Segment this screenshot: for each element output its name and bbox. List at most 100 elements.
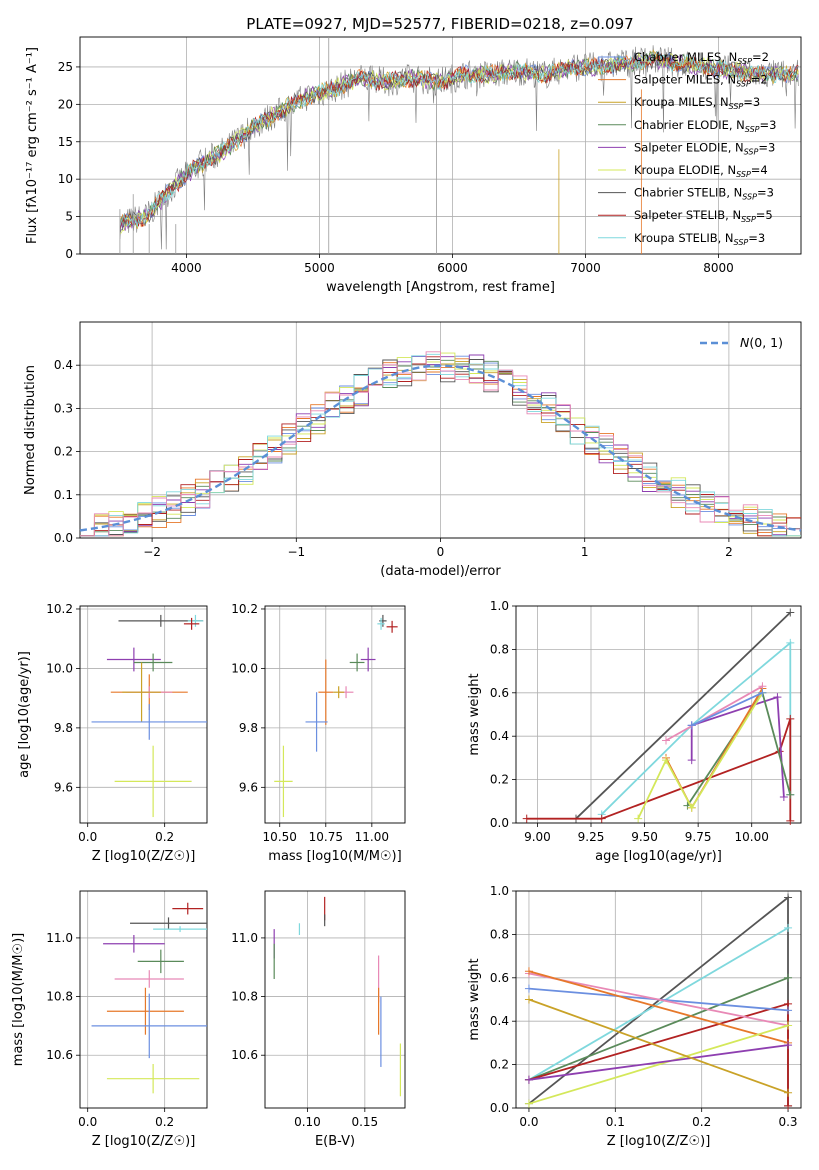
x-tick-label: 0.3 [778,1115,797,1129]
mass-weight-point-marker [784,893,793,902]
y-tick-label: 0.3 [54,401,73,415]
mass-weight-series-line [601,640,792,815]
mass_weight_vs_Z-panel: 0.0 0.1 0.2 0.3 0.0 0.2 0.4 0.6 0.8 1.0 Z [log10(Z… [467,884,802,1149]
y-tick-label: 9.6 [239,780,258,794]
mass-weight-point-marker [784,1006,793,1015]
x-axis-label: E(B-V) [315,1134,355,1149]
legend-label: N(0, 1) [740,335,783,350]
axes-frame [264,605,406,824]
mass-weight-point-marker [522,814,531,823]
mass-weight-series-line [528,998,789,1094]
x-tick-label: 10.50 [263,830,297,844]
legend-label: Kroupa ELODIE, NSSP=4 [634,163,768,179]
mass-weight-series-line [528,1024,789,1105]
y-tick-label: 0.8 [490,927,509,941]
y-tick-label: 0.0 [490,816,509,830]
model-spectrum-line [119,53,799,230]
x-tick-label: 7000 [570,261,601,275]
model-spectrum-line [119,52,799,233]
x-tick-label: 1 [581,545,589,559]
gaussian-curve [79,364,802,532]
axes-frame [79,36,802,255]
y-tick-label: 0.8 [490,642,509,656]
x-axis-label: age [log10(age/yr)] [595,849,722,864]
mass-weight-point-marker [634,814,643,823]
mass-weight-point-marker [784,973,793,982]
mass-weight-point-marker [784,923,793,932]
mass-weight-series-line [690,695,785,798]
x-axis-label: Z [log10(Z/Z☉)] [92,849,196,864]
y-axis-label: mass weight [467,673,482,755]
mass-weight-point-marker [524,1075,533,1084]
x-tick-label: 9.50 [631,830,658,844]
mass_weight_vs_age-panel: 9.00 9.25 9.50 9.75 10.00 0.0 0.2 0.4 0.6 0.8 1.0 a… [467,599,802,864]
mass-weight-point-marker [786,714,795,723]
spectrum-legend: Chabrier MILES, NSSP=2 Salpeter MILES, NS… [598,50,776,247]
mass-weight-series-line [665,685,763,742]
x-tick-label: 0.0 [78,830,97,844]
mass-weight-point-marker [784,1088,793,1097]
mass-weight-point-marker [524,1099,533,1108]
mass-weight-point-marker [786,816,795,825]
y-tick-label: 15 [58,135,73,149]
legend-label: Chabrier ELODIE, NSSP=3 [634,118,776,134]
x-tick-label: 11.00 [355,830,389,844]
y-tick-label: 20 [58,97,73,111]
y-tick-label: 0.1 [54,488,73,502]
model-spectrum-line [119,50,799,228]
x-axis-label: Z [log10(Z/Z☉)] [607,1134,711,1149]
y-axis-label: mass weight [467,958,482,1040]
y-tick-label: 10.8 [46,990,73,1004]
mass-weight-point-marker [786,790,795,799]
y-tick-label: 10.6 [46,1048,73,1062]
mass-weight-point-marker [784,1021,793,1030]
mass-weight-series-line [528,927,789,1081]
mass-weight-series-line [528,970,789,1044]
x-tick-label: 9.00 [524,830,551,844]
mass-weight-series-line [528,1002,789,1106]
y-tick-label: 10.0 [46,661,73,675]
mass-weight-point-marker [687,803,696,812]
y-tick-label: 11.0 [231,931,258,945]
y-axis-label: Normed distribution [23,365,38,495]
axes-frame [515,605,802,824]
x-tick-label: 10.75 [309,830,343,844]
mass-weight-point-marker [779,792,788,801]
y-tick-label: 0.4 [490,729,509,743]
mass-weight-point-marker [758,688,767,697]
mass-weight-point-marker [687,721,696,730]
y-tick-label: 0.2 [490,773,509,787]
y-tick-label: 9.6 [54,780,73,794]
x-tick-label: 9.25 [578,830,605,844]
axes-frame [264,890,406,1109]
x-tick-label: 10.00 [735,830,769,844]
mass-weight-point-marker [687,756,696,765]
mass-weight-point-marker [784,1101,793,1110]
x-tick-label: 0.0 [78,1115,97,1129]
legend-label: Chabrier STELIB, NSSP=3 [634,186,774,202]
mass-weight-point-marker [786,638,795,647]
mass-weight-series-line [528,1044,789,1081]
axes-frame [79,321,802,539]
x-axis-label: Z [log10(Z/Z☉)] [92,1134,196,1149]
y-tick-label: 9.8 [239,721,258,735]
y-tick-label: 0.6 [490,686,509,700]
y-tick-label: 0.0 [54,531,73,545]
mass-weight-series-line [637,692,764,820]
y-axis-label: Flux [fλ10⁻¹⁷ erg cm⁻² s⁻¹ A⁻¹] [25,47,40,244]
x-tick-label: 0.15 [351,1115,378,1129]
mass-weight-point-marker [524,995,533,1004]
axes-frame [79,605,208,824]
mass-weight-point-marker [784,1041,793,1050]
mass-weight-series-line [528,972,789,1027]
y-tick-label: 5 [65,210,73,224]
y-tick-label: 10.8 [231,990,258,1004]
y-axis-label: mass [log10(M/M☉)] [11,933,26,1066]
mass-weight-point-marker [524,967,533,976]
x-tick-label: 0.0 [519,1115,538,1129]
x-tick-label: 4000 [171,261,202,275]
x-tick-label: 2 [725,545,733,559]
y-tick-label: 0.4 [490,1014,509,1028]
y-tick-label: 10.2 [46,602,73,616]
